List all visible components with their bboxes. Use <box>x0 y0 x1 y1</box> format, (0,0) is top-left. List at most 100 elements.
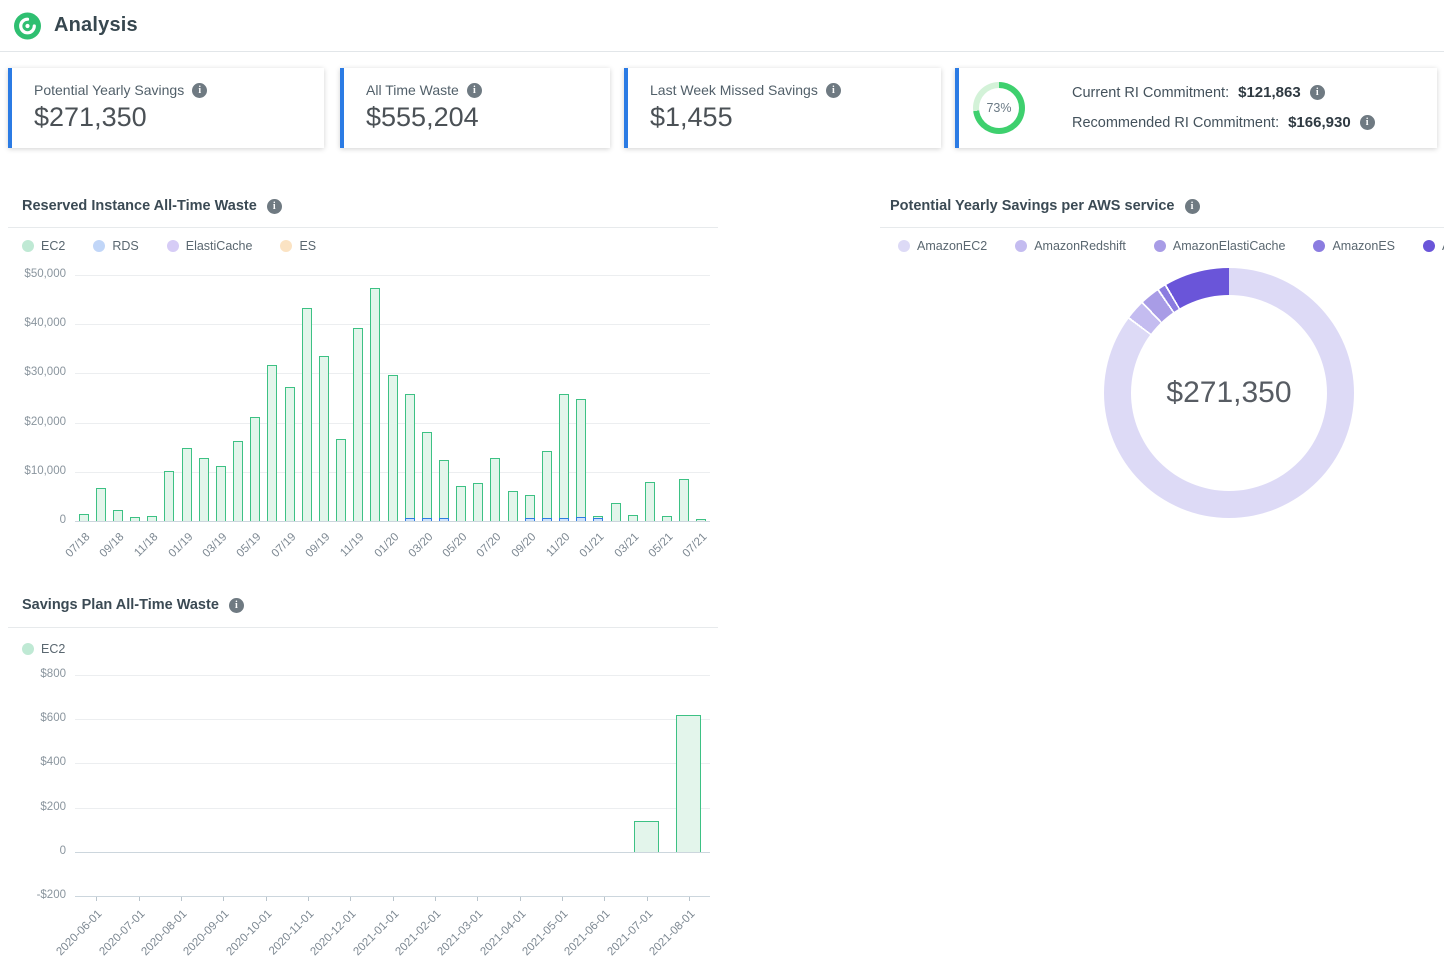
bar-segment-ec2 <box>112 510 123 521</box>
y-axis-tick-label: $800 <box>40 668 66 680</box>
bar-segment-ec2 <box>147 515 158 521</box>
bar-07/20 <box>490 458 501 521</box>
gridline <box>75 807 710 809</box>
bar-03/20 <box>421 431 432 521</box>
legend-item-rds[interactable]: RDS <box>93 239 139 253</box>
page-title: Analysis <box>54 14 138 36</box>
legend-label: EC2 <box>41 642 66 656</box>
bar-plot-area <box>75 275 710 522</box>
bar-04/19 <box>233 441 244 521</box>
x-axis-tick <box>350 896 352 901</box>
bar-segment-ec2 <box>627 515 638 521</box>
bar-segment-rds <box>593 517 604 521</box>
info-icon[interactable]: i <box>466 82 482 98</box>
bar-segment-ec2 <box>676 714 702 852</box>
legend-label: AmazonEC2 <box>917 239 988 253</box>
bar-12/19 <box>370 288 381 521</box>
legend-item-amazones[interactable]: AmazonES <box>1313 239 1395 253</box>
y-axis-tick-label: $200 <box>40 800 66 813</box>
card-all-time-waste: All Time Waste i $555,204 <box>340 68 610 148</box>
bar-03/19 <box>215 465 226 521</box>
recommended-ri-label: Recommended RI Commitment: <box>1072 114 1280 131</box>
info-icon[interactable]: i <box>1184 198 1200 214</box>
bar-06/20 <box>473 483 484 521</box>
bar-11/19 <box>353 328 364 521</box>
info-icon[interactable]: i <box>825 82 841 98</box>
chart-legend: AmazonEC2 AmazonRedshift AmazonElastiCache… <box>886 239 1444 253</box>
legend-item-ec2[interactable]: EC2 <box>22 239 65 253</box>
y-axis-tick-label: -$200 <box>36 889 66 901</box>
savings-per-service-chart-panel: Potential Yearly Savings per AWS service… <box>880 195 1444 590</box>
info-icon[interactable]: i <box>192 82 208 98</box>
bar-segment-ec2 <box>696 519 707 521</box>
bar-segment-ec2 <box>507 490 518 521</box>
bar-06/21 <box>679 479 690 521</box>
x-axis-tick <box>392 896 394 901</box>
bar-segment-ec2 <box>387 374 398 521</box>
chart-legend: EC2 RDS ElastiCache ES <box>22 239 316 253</box>
bar-segment-ec2 <box>233 441 244 521</box>
y-axis-tick-label: $400 <box>40 756 66 769</box>
ri-coverage-percent: 73% <box>986 101 1012 115</box>
x-axis-tick <box>96 896 98 901</box>
card-label: Potential Yearly Savings i <box>34 82 208 98</box>
y-axis-tick-label: $600 <box>40 712 66 725</box>
info-icon[interactable]: i <box>1309 85 1325 100</box>
legend-item-elasticache[interactable]: ElastiCache <box>166 239 252 253</box>
bar-segment-ec2 <box>284 387 295 521</box>
x-axis-tick <box>646 896 648 901</box>
bar-segment-ec2 <box>215 465 226 521</box>
bar-06/19 <box>267 365 278 521</box>
bar-02/19 <box>198 458 209 521</box>
info-icon[interactable]: i <box>266 198 282 214</box>
current-ri-commitment-row: Current RI Commitment: $121,863 i <box>1072 84 1325 101</box>
app-header: Analysis <box>0 0 1444 52</box>
bar-09/20 <box>524 495 535 521</box>
info-icon[interactable]: i <box>228 597 244 613</box>
bar-08/19 <box>301 307 312 521</box>
y-axis-tick-label: $10,000 <box>24 464 66 477</box>
legend-label: RDS <box>112 239 139 253</box>
bar-2021-08-01 <box>676 714 702 852</box>
gridline <box>75 275 710 276</box>
card-potential-yearly-savings: Potential Yearly Savings i $271,350 <box>8 68 324 148</box>
bar-segment-ec2 <box>198 458 209 521</box>
info-icon[interactable]: i <box>1359 115 1375 130</box>
savings-plan-waste-chart-panel: Savings Plan All-Time Waste i EC2 $800 $6… <box>8 594 718 971</box>
bar-segment-ec2 <box>78 514 89 521</box>
legend-item-amazonredshift[interactable]: AmazonRedshift <box>1015 239 1126 253</box>
bar-segment-rds <box>541 518 552 521</box>
recommended-ri-commitment-row: Recommended RI Commitment: $166,930 i <box>1072 114 1375 131</box>
chart-title: Potential Yearly Savings per AWS service… <box>890 198 1200 214</box>
legend-item-es[interactable]: ES <box>280 239 316 253</box>
donut-chart <box>1104 268 1354 518</box>
card-value: $555,204 <box>366 102 479 132</box>
x-axis-tick <box>434 896 436 901</box>
bar-segment-rds <box>524 518 535 521</box>
reserved-instance-waste-chart-panel: Reserved Instance All-Time Waste i EC2 RD… <box>8 195 718 590</box>
card-value: $1,455 <box>650 102 733 132</box>
legend-item-amazonec2[interactable]: AmazonEC2 <box>898 239 987 253</box>
bar-segment-ec2 <box>164 471 175 521</box>
bar-segment-ec2 <box>593 515 604 518</box>
legend-dot <box>1423 240 1435 252</box>
y-axis-tick-label: $30,000 <box>24 366 66 379</box>
bar-08/18 <box>95 488 106 521</box>
x-axis-tick <box>138 896 140 901</box>
x-axis-tick-label: 07/21 <box>681 531 710 560</box>
bar-segment-ec2 <box>181 447 192 521</box>
spot-logo-icon[interactable] <box>12 10 44 42</box>
bar-segment-ec2 <box>541 450 552 518</box>
x-axis-tick <box>223 896 225 901</box>
legend-item-amazonelasticache[interactable]: AmazonElastiCache <box>1153 239 1285 253</box>
legend-item-amazonrds[interactable]: AmazonRDS <box>1423 239 1444 253</box>
bar-segment-ec2 <box>524 495 535 518</box>
bar-07/21 <box>696 519 707 521</box>
x-axis-tick <box>561 896 563 901</box>
bar-segment-ec2 <box>679 479 690 521</box>
x-axis-tick <box>477 896 479 901</box>
gridline <box>75 373 710 375</box>
bar-05/19 <box>250 417 261 521</box>
legend-item-ec2[interactable]: EC2 <box>22 642 65 656</box>
